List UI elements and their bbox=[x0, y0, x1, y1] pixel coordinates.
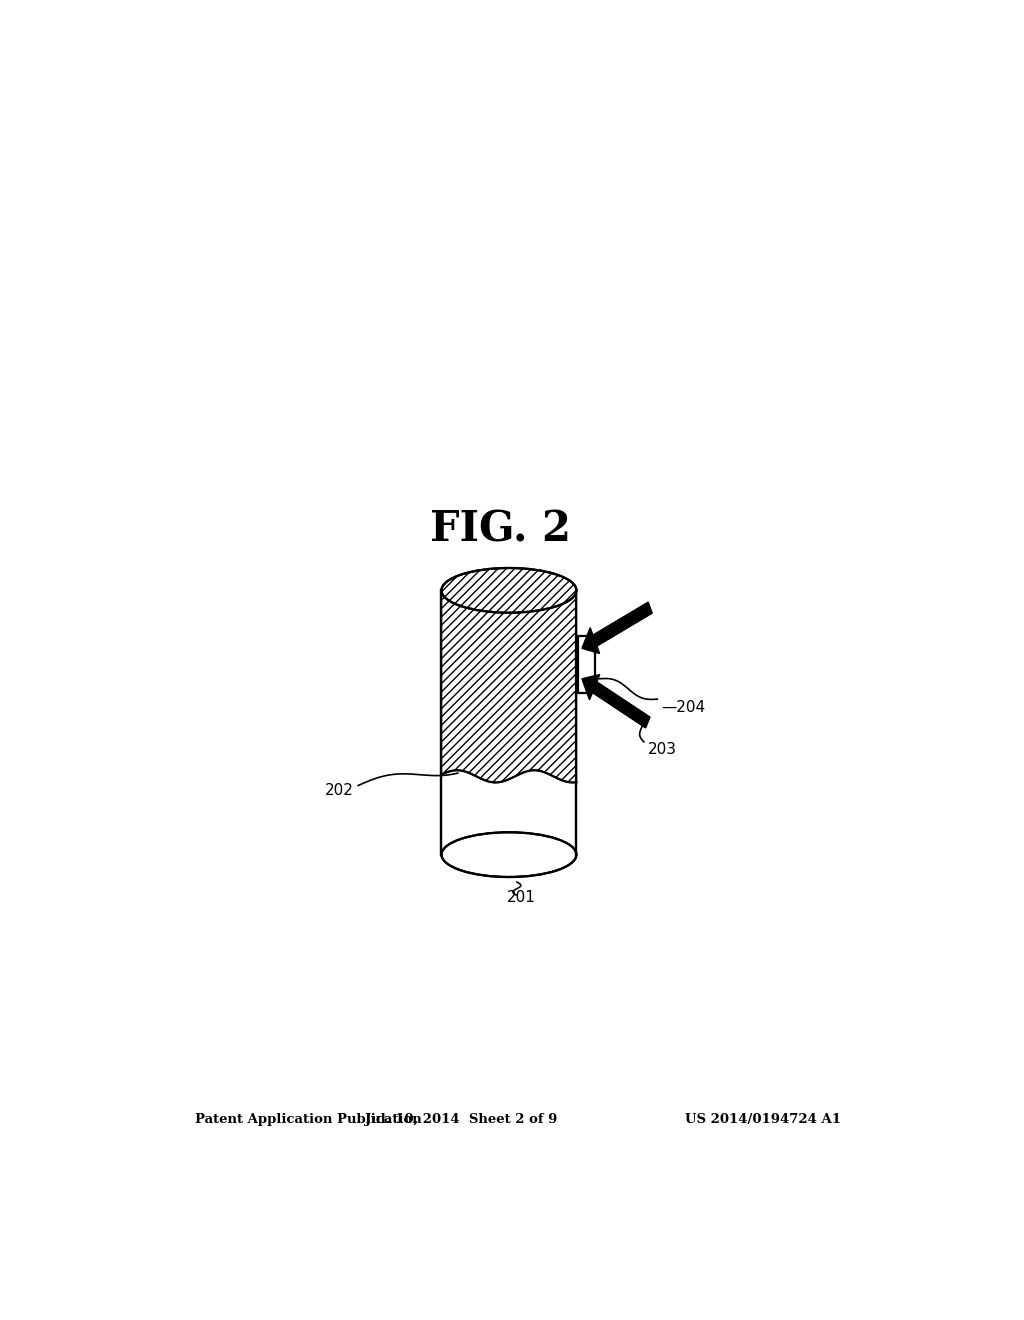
Text: Jul. 10, 2014  Sheet 2 of 9: Jul. 10, 2014 Sheet 2 of 9 bbox=[366, 1113, 557, 1126]
Text: 201: 201 bbox=[507, 891, 536, 906]
Text: —204: —204 bbox=[662, 700, 706, 714]
Polygon shape bbox=[582, 675, 650, 727]
Polygon shape bbox=[441, 568, 577, 783]
Text: 203: 203 bbox=[648, 742, 677, 758]
Ellipse shape bbox=[441, 833, 577, 876]
Text: 202: 202 bbox=[326, 783, 354, 799]
Bar bbox=[578, 636, 595, 693]
Text: FIG. 2: FIG. 2 bbox=[430, 508, 571, 550]
Polygon shape bbox=[582, 602, 652, 653]
Text: Patent Application Publication: Patent Application Publication bbox=[196, 1113, 422, 1126]
Bar bbox=[578, 636, 595, 693]
Text: US 2014/0194724 A1: US 2014/0194724 A1 bbox=[685, 1113, 841, 1126]
